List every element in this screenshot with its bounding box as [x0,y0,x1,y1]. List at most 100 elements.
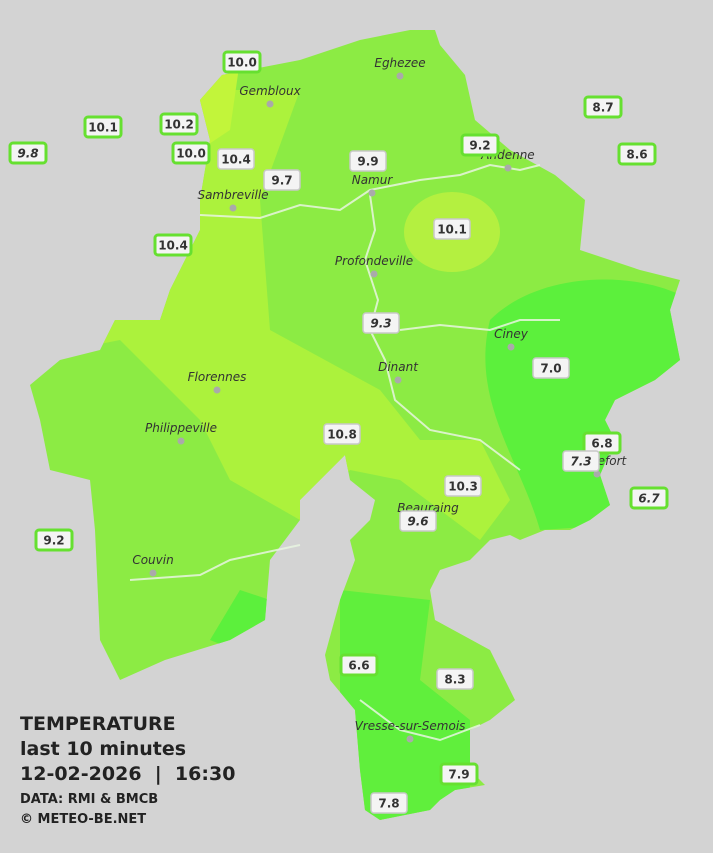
station-box [323,423,361,445]
station-box [582,431,622,455]
place-dot [406,735,414,743]
station: 6.7 [629,486,669,510]
station: 9.7 [263,169,301,191]
place-name: Couvin [132,553,173,567]
station-value: 7.8 [378,797,399,811]
place-dot [177,437,185,445]
station-box [439,762,479,786]
station-box [34,528,74,552]
place-dot [213,386,221,394]
station-value: 6.7 [638,492,660,506]
station-box [583,95,623,119]
station: 7.3 [562,450,600,472]
station-value: 10.1 [437,223,467,237]
copyright: © METEO-BE.NET [20,812,146,827]
station-value: 7.0 [540,362,561,376]
station: 10.4 [153,233,193,257]
station-value: 9.6 [407,515,428,529]
place-dot [504,164,512,172]
place-dot [507,343,515,351]
station-box [362,312,400,334]
station: 10.1 [433,218,471,240]
station-value: 10.4 [158,239,188,253]
station-box [217,148,255,170]
station-box [436,668,474,690]
station-box [263,169,301,191]
place-dot [394,376,402,384]
station-box [617,142,657,166]
station-box [629,486,669,510]
station-value: 10.0 [176,147,206,161]
place-dot [593,470,601,478]
station-value: 9.7 [271,174,292,188]
station: 8.7 [583,95,623,119]
station-box [8,141,48,165]
station: 7.8 [370,792,408,814]
station-value: 9.3 [370,317,391,331]
place-dot [229,204,237,212]
station: 9.6 [399,510,437,532]
station-value: 6.6 [348,659,369,673]
station-box [460,133,500,157]
place-dot [266,100,274,108]
place-name: Philippeville [145,421,217,435]
station-value: 10.2 [164,118,194,132]
place-name: Florennes [188,370,247,384]
subtitle: last 10 minutes [20,738,186,760]
place-name: Vresse-sur-Semois [355,719,466,733]
title: TEMPERATURE [20,713,176,735]
station-value: 6.8 [591,437,612,451]
station-value: 9.2 [469,139,490,153]
source: DATA: RMI & BMCB [20,792,158,807]
station: 10.0 [171,141,211,165]
station-box [444,475,482,497]
station: 9.2 [34,528,74,552]
station: 9.9 [349,150,387,172]
place-name: Sambreville [197,188,268,202]
datetime: 12-02-2026 | 16:30 [20,763,235,785]
place-dot [368,189,376,197]
station-box [433,218,471,240]
place-name: Dinant [378,360,419,374]
station-box [222,50,262,74]
station-box [399,510,437,532]
place-name: Eghezee [374,56,425,70]
station: 8.6 [617,142,657,166]
place-dot [396,72,404,80]
station-box [153,233,193,257]
place-name: Namur [352,173,394,187]
station: 8.3 [436,668,474,690]
station: 10.1 [83,115,123,139]
stations: 10.0 10.1 10.2 9.8 10.0 10.4 9.7 9.9 9.2 8.7 8.6 10… [8,50,669,814]
place-name: Ciney [494,327,529,341]
station-box [159,112,199,136]
station: 10.0 [222,50,262,74]
station: 10.4 [217,148,255,170]
station: 6.8 [582,431,622,455]
station-value: 9.8 [17,147,38,161]
station: 7.0 [532,357,570,379]
place-name: Profondeville [335,254,413,268]
station-box [171,141,211,165]
station-value: 10.4 [221,153,251,167]
place-dot [149,569,157,577]
station: 10.2 [159,112,199,136]
station: 9.2 [460,133,500,157]
station-box [83,115,123,139]
station: 10.8 [323,423,361,445]
station-value: 10.3 [448,480,478,494]
station-value: 8.3 [444,673,465,687]
station-box [349,150,387,172]
station-box [532,357,570,379]
station-value: 7.3 [570,455,591,469]
station-value: 9.2 [43,534,64,548]
station-box [339,653,379,677]
station-value: 7.9 [448,768,469,782]
station-value: 8.7 [592,101,613,115]
station-value: 10.1 [88,121,118,135]
station: 9.3 [362,312,400,334]
station-value: 9.9 [357,155,378,169]
station-box [370,792,408,814]
place-name: Gembloux [239,84,301,98]
